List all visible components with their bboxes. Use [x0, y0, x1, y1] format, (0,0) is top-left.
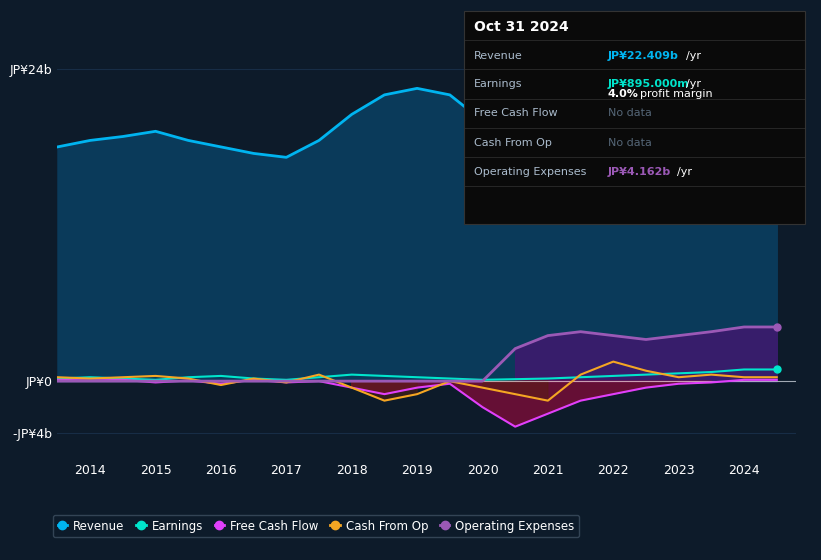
Text: /yr: /yr: [686, 79, 700, 89]
Text: /yr: /yr: [677, 167, 692, 177]
Text: No data: No data: [608, 109, 651, 119]
Text: profit margin: profit margin: [640, 89, 713, 99]
Text: 4.0%: 4.0%: [608, 89, 639, 99]
Text: Revenue: Revenue: [474, 51, 522, 61]
Legend: Revenue, Earnings, Free Cash Flow, Cash From Op, Operating Expenses: Revenue, Earnings, Free Cash Flow, Cash …: [53, 515, 580, 538]
Text: JP¥22.409b: JP¥22.409b: [608, 51, 678, 61]
Text: JP¥4.162b: JP¥4.162b: [608, 167, 671, 177]
Text: JP¥895.000m: JP¥895.000m: [608, 79, 690, 89]
Text: No data: No data: [608, 138, 651, 148]
Text: Earnings: Earnings: [474, 79, 522, 89]
Text: Cash From Op: Cash From Op: [474, 138, 552, 148]
Text: Free Cash Flow: Free Cash Flow: [474, 109, 557, 119]
Text: Operating Expenses: Operating Expenses: [474, 167, 586, 177]
Text: Oct 31 2024: Oct 31 2024: [474, 20, 568, 34]
Text: /yr: /yr: [686, 51, 700, 61]
